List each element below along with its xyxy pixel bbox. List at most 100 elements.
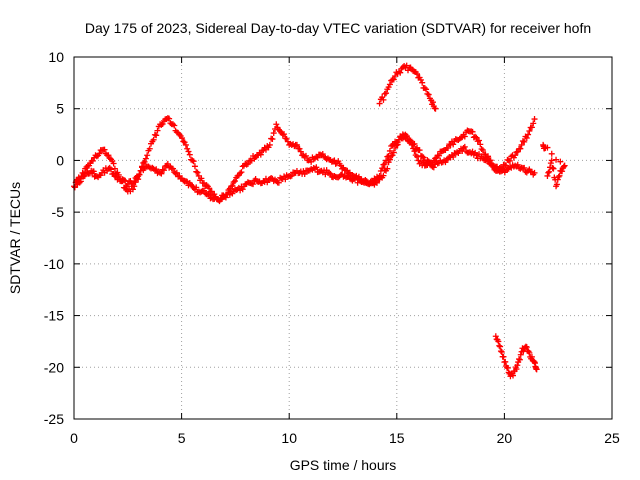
data-point-marker bbox=[519, 138, 526, 145]
data-point-marker bbox=[546, 168, 553, 175]
data-point-marker bbox=[403, 132, 410, 139]
data-point-marker bbox=[132, 179, 139, 186]
data-point-marker bbox=[194, 169, 201, 176]
x-tick-label: 10 bbox=[281, 430, 297, 446]
data-point-marker bbox=[137, 167, 144, 174]
data-point-marker bbox=[166, 115, 173, 122]
data-point-marker bbox=[545, 169, 552, 176]
data-point-marker bbox=[492, 333, 499, 340]
data-point-marker bbox=[110, 160, 117, 167]
data-point-marker bbox=[238, 169, 245, 176]
data-point-marker bbox=[193, 168, 200, 175]
data-point-marker bbox=[189, 157, 196, 164]
data-point-marker bbox=[184, 145, 191, 152]
data-point-marker bbox=[517, 351, 524, 358]
data-point-marker bbox=[90, 168, 97, 175]
y-tick-label: -15 bbox=[44, 308, 64, 324]
data-point-marker bbox=[101, 146, 108, 153]
data-point-marker bbox=[416, 147, 423, 154]
data-point-marker bbox=[424, 90, 431, 97]
data-point-marker bbox=[550, 165, 557, 172]
data-point-marker bbox=[502, 358, 509, 365]
data-point-marker bbox=[559, 168, 566, 175]
data-point-marker bbox=[423, 86, 430, 93]
data-point-marker bbox=[496, 342, 503, 349]
data-point-marker bbox=[521, 138, 528, 145]
data-point-marker bbox=[190, 158, 197, 165]
data-point-marker bbox=[230, 179, 237, 186]
data-point-marker bbox=[379, 94, 386, 101]
data-point-marker bbox=[503, 162, 510, 169]
data-point-marker bbox=[548, 157, 555, 164]
data-point-marker bbox=[472, 133, 479, 140]
data-point-marker bbox=[180, 138, 187, 145]
data-point-marker bbox=[406, 138, 413, 145]
data-point-marker bbox=[150, 136, 157, 143]
data-point-marker bbox=[80, 170, 87, 177]
data-point-marker bbox=[381, 160, 388, 167]
data-point-marker bbox=[531, 169, 538, 176]
data-point-marker bbox=[335, 158, 342, 165]
data-point-marker bbox=[79, 169, 86, 176]
data-point-marker bbox=[555, 173, 562, 180]
data-point-marker bbox=[553, 156, 560, 163]
data-point-marker bbox=[381, 90, 388, 97]
data-point-marker bbox=[229, 182, 236, 189]
data-point-marker bbox=[385, 84, 392, 91]
data-point-marker bbox=[313, 164, 320, 171]
data-point-marker bbox=[281, 131, 288, 138]
y-axis-label: SDTVAR / TECUs bbox=[7, 182, 23, 294]
data-points bbox=[71, 62, 568, 380]
data-point-marker bbox=[421, 85, 428, 92]
data-point-marker bbox=[86, 162, 93, 169]
data-point-marker bbox=[135, 176, 142, 183]
y-tick-label: -20 bbox=[44, 359, 64, 375]
data-point-marker bbox=[181, 139, 188, 146]
data-point-marker bbox=[533, 366, 540, 373]
data-point-marker bbox=[435, 152, 442, 159]
data-point-marker bbox=[319, 151, 326, 158]
data-point-marker bbox=[476, 137, 483, 144]
data-point-marker bbox=[139, 163, 146, 170]
data-point-marker bbox=[380, 96, 387, 103]
data-point-marker bbox=[141, 158, 148, 165]
data-point-marker bbox=[244, 161, 251, 168]
data-point-marker bbox=[397, 69, 404, 76]
data-point-marker bbox=[411, 148, 418, 155]
data-point-marker bbox=[474, 138, 481, 145]
data-point-marker bbox=[140, 159, 147, 166]
data-point-marker bbox=[457, 134, 464, 141]
data-point-marker bbox=[402, 131, 409, 138]
data-point-marker bbox=[327, 170, 334, 177]
data-point-marker bbox=[542, 145, 549, 152]
data-point-marker bbox=[302, 152, 309, 159]
data-point-marker bbox=[203, 182, 210, 189]
x-tick-label: 25 bbox=[604, 430, 620, 446]
data-point-marker bbox=[380, 172, 387, 179]
data-point-marker bbox=[485, 153, 492, 160]
data-point-marker bbox=[479, 147, 486, 154]
data-point-marker bbox=[153, 132, 160, 139]
data-point-marker bbox=[497, 343, 504, 350]
data-point-marker bbox=[275, 179, 282, 186]
data-point-marker bbox=[314, 154, 321, 161]
data-point-marker bbox=[297, 148, 304, 155]
data-point-marker bbox=[394, 141, 401, 148]
data-point-marker bbox=[380, 161, 387, 168]
x-tick-label: 20 bbox=[497, 430, 513, 446]
data-point-marker bbox=[383, 90, 390, 97]
data-point-marker bbox=[158, 170, 165, 177]
data-point-marker bbox=[430, 164, 437, 171]
data-point-marker bbox=[432, 155, 439, 162]
data-point-marker bbox=[498, 349, 505, 355]
x-tick-label: 5 bbox=[178, 430, 186, 446]
data-point-marker bbox=[124, 181, 131, 188]
data-point-marker bbox=[206, 185, 213, 192]
data-point-marker bbox=[525, 131, 532, 138]
grid-lines bbox=[74, 57, 612, 419]
data-point-marker bbox=[490, 162, 497, 169]
data-point-marker bbox=[146, 145, 153, 152]
data-point-marker bbox=[499, 165, 506, 172]
data-point-marker bbox=[250, 181, 257, 188]
